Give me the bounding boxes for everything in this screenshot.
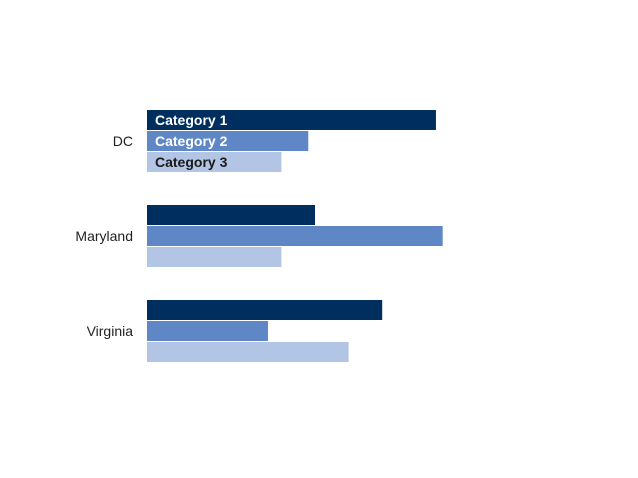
bar-virginia-category-3 <box>147 342 349 362</box>
series-label-category-2: Category 2 <box>155 133 228 149</box>
series-label-category-1: Category 1 <box>155 112 228 128</box>
category-label-dc: DC <box>113 133 133 149</box>
bar-virginia-category-1 <box>147 300 383 320</box>
bar-virginia-category-2 <box>147 321 268 341</box>
category-label-virginia: Virginia <box>87 323 134 339</box>
bar-dc-category-3 <box>147 152 282 172</box>
bar-maryland-category-3 <box>147 247 282 267</box>
series-label-category-3: Category 3 <box>155 154 228 170</box>
bars-layer <box>147 110 443 362</box>
labels-layer: DC Category 1 Category 2 Category 3 Maryland… <box>75 112 227 339</box>
bar-maryland-category-1 <box>147 205 315 225</box>
category-label-maryland: Maryland <box>75 228 133 244</box>
bar-maryland-category-2 <box>147 226 443 246</box>
bar-dc-category-2 <box>147 131 309 151</box>
bar-dc-category-1 <box>147 110 436 130</box>
